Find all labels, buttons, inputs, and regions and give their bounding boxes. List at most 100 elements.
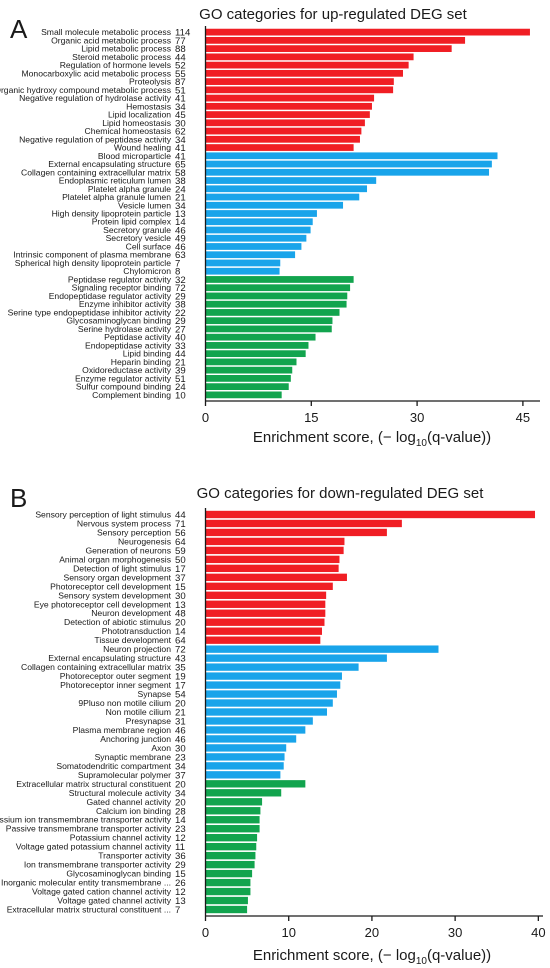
bar <box>205 735 297 743</box>
bar <box>205 771 281 779</box>
category-label: Enzyme inhibitor activity <box>79 299 172 309</box>
category-label: Lipid localization <box>108 110 171 120</box>
bar <box>205 627 322 635</box>
bar <box>205 375 291 382</box>
bar <box>205 69 403 77</box>
gene-count-label: 28 <box>175 806 186 817</box>
gene-count-label: 55 <box>175 69 186 80</box>
bar <box>205 816 260 824</box>
bar <box>205 825 260 833</box>
category-label: Lipid metabolic process <box>81 44 171 54</box>
bar <box>205 528 387 537</box>
bar <box>205 618 325 626</box>
category-label: Endopeptidase activity <box>85 340 172 350</box>
bar <box>205 259 281 267</box>
bar <box>205 717 313 725</box>
bar <box>205 834 258 842</box>
x-tick-label: 15 <box>304 410 318 425</box>
category-label: Sensory perception <box>97 527 171 537</box>
bar <box>205 807 261 815</box>
category-label: Eye photoreceptor cell development <box>34 599 172 609</box>
bar <box>205 86 394 94</box>
category-label: Presynapse <box>126 716 172 726</box>
category-label: Secretory vesicle <box>106 233 172 243</box>
category-label: Plasma membrane region <box>73 725 172 735</box>
gene-count-label: 13 <box>175 209 186 220</box>
gene-count-label: 34 <box>175 201 186 212</box>
category-label: Serine type endopeptidase inhibitor acti… <box>8 307 172 317</box>
category-label: Generation of neurons <box>85 545 171 555</box>
bar <box>205 609 326 617</box>
bar <box>205 36 466 44</box>
category-label: Neuron development <box>91 608 171 618</box>
gene-count-label: 13 <box>175 600 186 611</box>
category-label: Potassium channel activity <box>70 833 172 843</box>
bar <box>205 546 344 555</box>
category-label: Proteolysis <box>129 77 171 87</box>
gene-count-label: 31 <box>175 716 186 727</box>
gene-count-label: 7 <box>175 258 180 269</box>
bar <box>205 309 340 316</box>
gene-count-label: 58 <box>175 168 186 179</box>
gene-count-label: 20 <box>175 797 186 808</box>
gene-count-label: 45 <box>175 110 186 121</box>
category-label: Synapse <box>138 689 172 699</box>
bar <box>205 193 360 201</box>
category-label: High density lipoprotein particle <box>52 209 172 219</box>
category-label: Spherical high density lipoprotein parti… <box>15 258 171 268</box>
bar <box>205 317 333 325</box>
bar <box>205 905 248 914</box>
category-label: Tissue development <box>94 635 171 645</box>
gene-count-label: 38 <box>175 176 186 187</box>
category-label: Voltage gated potassium channel activity <box>16 842 172 852</box>
gene-count-label: 15 <box>175 582 186 593</box>
category-label: Axon <box>151 743 171 753</box>
bar <box>205 573 347 582</box>
gene-count-label: 26 <box>175 878 186 889</box>
category-label: Signaling receptor binding <box>72 283 172 293</box>
panel-a-letter: A <box>10 14 28 44</box>
gene-count-label: 11 <box>175 842 185 853</box>
category-label: Detection of light stimulus <box>73 563 171 573</box>
bar <box>205 267 280 275</box>
gene-count-label: 44 <box>175 510 186 521</box>
bar <box>205 744 287 752</box>
bar <box>205 342 309 349</box>
category-label: Vesicle lumen <box>118 200 171 210</box>
bar <box>205 201 344 209</box>
category-label: Heparin binding <box>111 357 171 367</box>
gene-count-label: 49 <box>175 234 186 245</box>
gene-count-label: 46 <box>175 725 186 736</box>
panel-b-chart: B GO categories for down-regulated DEG s… <box>0 483 546 967</box>
category-label: 9Pluso non motile cilium <box>78 698 171 708</box>
bar <box>205 177 377 184</box>
bar <box>205 210 317 217</box>
gene-count-label: 51 <box>175 85 186 96</box>
bar <box>205 391 282 399</box>
gene-count-label: 41 <box>175 151 186 162</box>
bar <box>205 851 256 860</box>
category-label: Voltage gated cation channel activity <box>32 887 172 897</box>
gene-count-label: 33 <box>175 341 186 352</box>
category-label: Cell surface <box>126 241 172 251</box>
gene-count-label: 14 <box>175 815 186 826</box>
panel-b-letter: B <box>10 483 27 513</box>
category-label: Passive transmembrane transporter activi… <box>6 824 172 834</box>
bar <box>205 510 536 519</box>
bar <box>205 251 296 259</box>
category-label: Sensory organ development <box>64 572 172 582</box>
gene-count-label: 77 <box>175 36 186 47</box>
gene-count-label: 65 <box>175 160 186 171</box>
gene-count-label: 52 <box>175 61 186 72</box>
x-tick-label: 30 <box>410 410 424 425</box>
gene-count-label: 34 <box>175 788 186 799</box>
bar <box>205 555 340 564</box>
gene-count-label: 29 <box>175 291 186 302</box>
category-label: Transporter activity <box>98 851 171 861</box>
gene-count-label: 17 <box>175 681 186 692</box>
gene-count-label: 54 <box>175 690 186 701</box>
gene-count-label: 29 <box>175 316 186 327</box>
category-label: Negative regulation of peptidase activit… <box>19 134 172 144</box>
gene-count-label: 14 <box>175 627 186 638</box>
bar <box>205 28 530 36</box>
